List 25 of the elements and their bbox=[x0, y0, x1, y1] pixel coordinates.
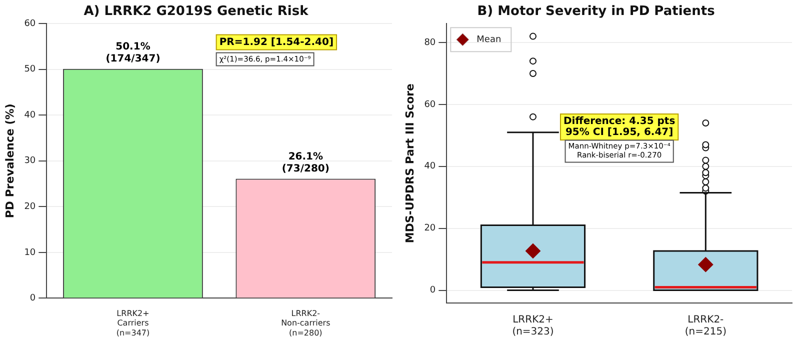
y-tick-label: 20 bbox=[24, 202, 36, 212]
y-axis-title: PD Prevalence (%) bbox=[3, 104, 16, 218]
y-tick-label: 60 bbox=[24, 18, 36, 29]
y-tick-label: 20 bbox=[424, 224, 436, 234]
data-label: 50.1% (174/347) bbox=[106, 42, 160, 65]
y-tick-label: 10 bbox=[24, 248, 36, 258]
annotation: Difference: 4.35 pts 95% CI [1.95, 6.47] bbox=[563, 116, 676, 138]
y-tick-label: 30 bbox=[24, 156, 36, 166]
y-tick-label: 0 bbox=[30, 294, 36, 304]
y-tick-label: 0 bbox=[430, 286, 436, 296]
chart-title: A) LRRK2 G2019S Genetic Risk bbox=[84, 4, 309, 20]
y-tick-label: 40 bbox=[424, 162, 436, 172]
y-tick-label: 80 bbox=[424, 38, 436, 48]
y-axis-title: MDS-UPDRS Part III Score bbox=[403, 83, 416, 244]
y-tick-label: 60 bbox=[424, 100, 436, 110]
annotation: PR=1.92 [1.54-2.40] bbox=[219, 36, 334, 48]
x-tick-label: LRRK2+ Carriers (n=347) bbox=[116, 309, 150, 338]
x-tick-label: LRRK2- Non-carriers (n=280) bbox=[281, 309, 330, 338]
chart-title: B) Motor Severity in PD Patients bbox=[477, 4, 716, 20]
x-tick-label: LRRK2+ (n=323) bbox=[512, 314, 554, 338]
y-tick-label: 40 bbox=[24, 110, 36, 120]
y-tick-label: 50 bbox=[24, 64, 36, 75]
x-tick-label: LRRK2- (n=215) bbox=[684, 314, 727, 338]
legend-label: Mean bbox=[476, 34, 502, 45]
data-label: 26.1% (73/280) bbox=[282, 151, 330, 174]
